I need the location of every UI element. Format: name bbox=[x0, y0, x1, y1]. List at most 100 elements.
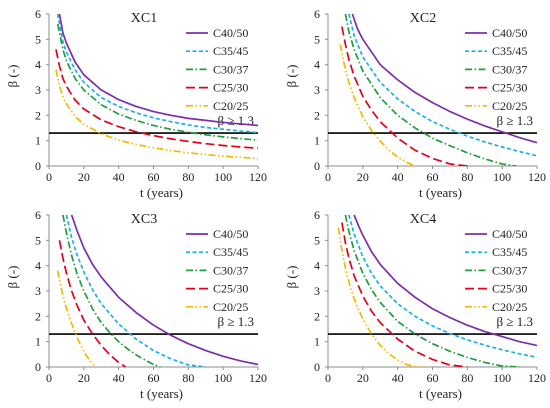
x-tick-label: 60 bbox=[148, 170, 160, 184]
x-tick-label: 60 bbox=[427, 170, 439, 184]
legend: C40/50 C35/45 C30/37 C25/30 C20/25 bbox=[465, 227, 527, 314]
y-tick-label: 5 bbox=[35, 32, 41, 46]
y-tick-label: 6 bbox=[35, 7, 41, 21]
legend-label: C35/45 bbox=[492, 245, 527, 259]
panel-title: XC2 bbox=[410, 11, 436, 26]
x-tick-label: 100 bbox=[493, 170, 511, 184]
legend-label: C35/45 bbox=[213, 245, 248, 259]
panel-title: XC3 bbox=[131, 212, 157, 227]
y-tick-label: 2 bbox=[314, 309, 320, 323]
y-tick-label: 0 bbox=[35, 159, 41, 173]
y-tick-label: 3 bbox=[35, 284, 41, 298]
y-axis-label: β (-) bbox=[284, 266, 299, 289]
threshold-label: β ≥ 1.3 bbox=[497, 113, 534, 128]
series-line-C30-37 bbox=[56, 23, 258, 142]
legend-label: C25/30 bbox=[213, 81, 248, 95]
x-tick-label: 20 bbox=[78, 170, 90, 184]
x-tick-label: 40 bbox=[392, 170, 404, 184]
x-tick-label: 100 bbox=[493, 371, 511, 385]
legend-label: C20/25 bbox=[213, 99, 248, 113]
panel-title: XC1 bbox=[131, 11, 157, 26]
legend-label: C30/37 bbox=[492, 62, 527, 76]
series-line-C40-50 bbox=[353, 214, 537, 347]
y-tick-label: 4 bbox=[35, 58, 41, 72]
y-tick-label: 4 bbox=[314, 259, 320, 273]
legend-label: C40/50 bbox=[492, 227, 527, 241]
x-tick-label: 20 bbox=[357, 170, 369, 184]
series-line-C20-25 bbox=[337, 227, 421, 367]
legend-label: C35/45 bbox=[492, 44, 527, 58]
y-tick-label: 2 bbox=[314, 108, 320, 122]
x-tick-label: 100 bbox=[214, 170, 232, 184]
legend-label: C20/25 bbox=[492, 300, 527, 314]
series-line-C25-30 bbox=[55, 49, 258, 150]
legend-label: C35/45 bbox=[213, 44, 248, 58]
y-axis-label: β (-) bbox=[5, 266, 20, 289]
legend-label: C30/37 bbox=[213, 62, 248, 76]
series-line-C30-37 bbox=[344, 214, 520, 367]
y-tick-label: 6 bbox=[314, 7, 320, 21]
legend-label: C30/37 bbox=[492, 263, 527, 277]
y-tick-label: 5 bbox=[314, 233, 320, 247]
x-tick-label: 40 bbox=[113, 170, 125, 184]
y-tick-label: 2 bbox=[35, 108, 41, 122]
legend-label: C25/30 bbox=[492, 282, 527, 296]
panel-title: XC4 bbox=[410, 212, 436, 227]
series-line-C35-45 bbox=[56, 13, 258, 134]
x-tick-label: 100 bbox=[214, 371, 232, 385]
legend: C40/50 C35/45 C30/37 C25/30 C20/25 bbox=[465, 26, 527, 113]
series-line-C40-50 bbox=[58, 13, 258, 127]
x-tick-label: 60 bbox=[427, 371, 439, 385]
y-tick-label: 0 bbox=[35, 360, 41, 374]
legend: C40/50 C35/45 C30/37 C25/30 C20/25 bbox=[186, 227, 248, 314]
threshold-label: β ≥ 1.3 bbox=[218, 113, 255, 128]
y-tick-label: 4 bbox=[314, 58, 320, 72]
x-tick-label: 80 bbox=[461, 371, 473, 385]
y-tick-label: 6 bbox=[314, 208, 320, 222]
y-axis-label: β (-) bbox=[284, 65, 299, 88]
y-tick-label: 5 bbox=[35, 233, 41, 247]
y-tick-label: 3 bbox=[314, 284, 320, 298]
series-line-C25-30 bbox=[341, 222, 468, 367]
legend-label: C40/50 bbox=[213, 26, 248, 40]
series-line-C35-45 bbox=[65, 214, 206, 367]
x-tick-label: 0 bbox=[46, 170, 52, 184]
x-axis-label: t (years) bbox=[140, 386, 183, 401]
x-tick-label: 80 bbox=[182, 371, 194, 385]
x-tick-label: 60 bbox=[148, 371, 160, 385]
series-line-C20-25 bbox=[56, 270, 97, 367]
y-tick-label: 3 bbox=[35, 83, 41, 97]
series-line-C35-45 bbox=[348, 214, 537, 359]
y-tick-label: 1 bbox=[35, 335, 41, 349]
x-tick-label: 20 bbox=[357, 371, 369, 385]
legend-label: C20/25 bbox=[213, 300, 248, 314]
series-line-C35-45 bbox=[348, 13, 537, 157]
series-line-C40-50 bbox=[351, 13, 537, 144]
series-line-C40-50 bbox=[70, 214, 258, 366]
x-axis-label: t (years) bbox=[419, 185, 462, 200]
legend-label: C40/50 bbox=[492, 26, 527, 40]
x-axis-label: t (years) bbox=[140, 185, 183, 200]
y-tick-label: 0 bbox=[314, 360, 320, 374]
y-tick-label: 1 bbox=[35, 134, 41, 148]
series-line-C25-30 bbox=[58, 240, 127, 367]
x-tick-label: 120 bbox=[249, 170, 267, 184]
x-tick-label: 40 bbox=[113, 371, 125, 385]
y-tick-label: 1 bbox=[314, 335, 320, 349]
threshold-label: β ≥ 1.3 bbox=[497, 314, 534, 329]
y-tick-label: 1 bbox=[314, 134, 320, 148]
x-tick-label: 80 bbox=[461, 170, 473, 184]
legend-label: C20/25 bbox=[492, 99, 527, 113]
x-tick-label: 40 bbox=[392, 371, 404, 385]
legend-label: C30/37 bbox=[213, 263, 248, 277]
series-line-C30-37 bbox=[344, 13, 517, 166]
x-tick-label: 80 bbox=[182, 170, 194, 184]
legend-label: C25/30 bbox=[213, 282, 248, 296]
y-tick-label: 5 bbox=[314, 32, 320, 46]
legend: C40/50 C35/45 C30/37 C25/30 C20/25 bbox=[186, 26, 248, 113]
series-line-C25-30 bbox=[341, 26, 468, 166]
